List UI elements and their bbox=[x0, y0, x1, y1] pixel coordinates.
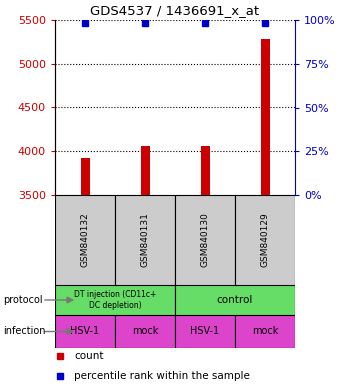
Text: HSV-1: HSV-1 bbox=[70, 326, 99, 336]
Text: count: count bbox=[74, 351, 104, 361]
Text: mock: mock bbox=[252, 326, 278, 336]
Bar bbox=[235, 315, 295, 348]
Bar bbox=[140, 146, 149, 195]
Text: GSM840129: GSM840129 bbox=[260, 213, 270, 267]
Bar bbox=[55, 315, 115, 348]
Bar bbox=[260, 39, 270, 195]
Bar bbox=[175, 285, 295, 315]
Bar bbox=[235, 195, 295, 285]
Bar bbox=[201, 146, 210, 195]
Text: protocol: protocol bbox=[4, 295, 43, 305]
Title: GDS4537 / 1436691_x_at: GDS4537 / 1436691_x_at bbox=[90, 5, 260, 17]
Bar bbox=[175, 315, 235, 348]
Bar bbox=[175, 195, 235, 285]
Text: GSM840130: GSM840130 bbox=[201, 213, 210, 267]
Text: HSV-1: HSV-1 bbox=[190, 326, 219, 336]
Bar bbox=[115, 315, 175, 348]
Bar bbox=[55, 195, 115, 285]
Text: control: control bbox=[217, 295, 253, 305]
Bar bbox=[80, 158, 90, 195]
Bar bbox=[115, 195, 175, 285]
Text: infection: infection bbox=[4, 326, 46, 336]
Text: mock: mock bbox=[132, 326, 158, 336]
Bar bbox=[55, 285, 175, 315]
Text: percentile rank within the sample: percentile rank within the sample bbox=[74, 371, 250, 381]
Text: GSM840132: GSM840132 bbox=[80, 213, 90, 267]
Text: DT injection (CD11c+
DC depletion): DT injection (CD11c+ DC depletion) bbox=[74, 290, 156, 310]
Text: GSM840131: GSM840131 bbox=[140, 213, 149, 267]
